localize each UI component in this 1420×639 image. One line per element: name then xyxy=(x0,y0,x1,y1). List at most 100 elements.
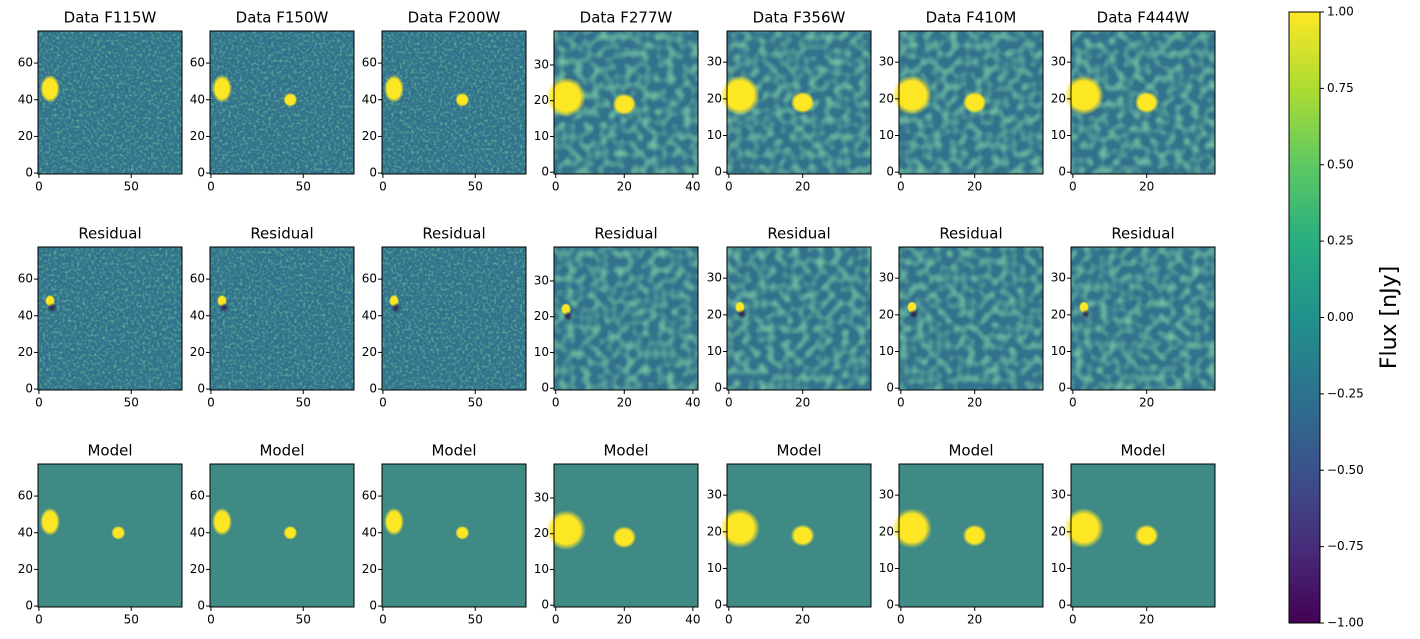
x-tick-label: 40 xyxy=(685,396,700,410)
y-tick-label: 20 xyxy=(1051,91,1066,105)
x-tick-label: 0 xyxy=(552,396,560,410)
panel: Data F200W 0 50 0 20 40 60 xyxy=(362,9,527,194)
source xyxy=(790,524,815,547)
x-tick-label: 0 xyxy=(897,613,905,627)
panel-title: Data F410M xyxy=(926,9,1017,27)
x-tick-label: 20 xyxy=(795,396,810,410)
x-tick-label: 50 xyxy=(296,613,311,627)
y-tick-label: 40 xyxy=(190,308,205,322)
y-tick-label: 0 xyxy=(1058,381,1066,395)
image-background xyxy=(382,464,526,607)
residual xyxy=(47,302,57,313)
y-tick-label: 40 xyxy=(190,525,205,539)
source xyxy=(212,74,232,103)
image-noise xyxy=(899,247,1043,390)
y-tick-label: 20 xyxy=(879,307,894,321)
x-tick-label: 0 xyxy=(207,180,215,194)
colorbar-tick-label: 0.75 xyxy=(1327,81,1354,95)
panel-title: Data F115W xyxy=(64,9,157,27)
y-tick-label: 40 xyxy=(18,308,33,322)
axes-frame xyxy=(37,463,183,608)
x-tick-label: 0 xyxy=(1069,613,1077,627)
residual xyxy=(219,302,229,313)
image-noise xyxy=(1071,247,1215,390)
source xyxy=(1063,75,1104,116)
x-tick-label: 0 xyxy=(207,396,215,410)
y-tick-label: 10 xyxy=(534,562,549,576)
y-tick-label: 10 xyxy=(879,128,894,142)
y-tick-label: 20 xyxy=(534,309,549,323)
image-background xyxy=(38,464,182,607)
x-tick-label: 0 xyxy=(35,613,43,627)
y-tick-label: 10 xyxy=(707,561,722,575)
y-tick-label: 10 xyxy=(707,344,722,358)
x-tick-label: 20 xyxy=(617,396,632,410)
x-tick-label: 50 xyxy=(468,396,483,410)
image-noise xyxy=(38,247,182,390)
y-tick-label: 10 xyxy=(534,345,549,359)
y-tick-label: 0 xyxy=(197,166,205,180)
y-tick-label: 0 xyxy=(1058,598,1066,612)
axes-frame xyxy=(898,30,1044,175)
image-noise xyxy=(382,31,526,174)
residual xyxy=(736,309,747,320)
y-tick-label: 0 xyxy=(369,599,377,613)
y-tick-label: 20 xyxy=(879,91,894,105)
source xyxy=(719,75,760,116)
panel: Data F410M 0 20 0 10 20 30 xyxy=(879,9,1044,194)
x-tick-label: 0 xyxy=(897,396,905,410)
source xyxy=(283,92,298,107)
y-tick-label: 40 xyxy=(362,525,377,539)
y-tick-label: 10 xyxy=(534,129,549,143)
panel: Model 0 20 40 0 10 20 30 xyxy=(534,442,701,627)
image-noise xyxy=(554,247,698,390)
colorbar-tick-label: −0.75 xyxy=(1327,539,1364,553)
source xyxy=(891,508,932,549)
source xyxy=(1134,524,1159,547)
panel-title: Residual xyxy=(767,225,830,243)
axes-frame xyxy=(381,463,527,608)
y-tick-label: 20 xyxy=(707,91,722,105)
x-tick-label: 20 xyxy=(617,613,632,627)
x-tick-label: 0 xyxy=(35,180,43,194)
panel: Data F444W 0 20 0 10 20 30 xyxy=(1051,9,1216,194)
y-tick-label: 60 xyxy=(18,489,33,503)
y-tick-label: 10 xyxy=(879,561,894,575)
source xyxy=(546,510,586,551)
x-tick-label: 0 xyxy=(379,180,387,194)
y-tick-label: 20 xyxy=(1051,307,1066,321)
axes-frame xyxy=(381,246,527,391)
panel-title: Model xyxy=(431,442,476,460)
y-tick-label: 60 xyxy=(18,56,33,70)
y-tick-label: 20 xyxy=(1051,524,1066,538)
y-tick-label: 0 xyxy=(886,381,894,395)
y-tick-label: 20 xyxy=(534,93,549,107)
panel: Model 0 20 0 10 20 30 xyxy=(707,442,872,627)
image-noise xyxy=(210,247,354,390)
image-noise xyxy=(727,247,871,390)
y-tick-label: 20 xyxy=(362,562,377,576)
source xyxy=(1063,508,1104,549)
y-tick-label: 30 xyxy=(707,488,722,502)
axes-frame xyxy=(898,463,1044,608)
y-tick-label: 60 xyxy=(18,272,33,286)
y-tick-label: 0 xyxy=(714,165,722,179)
axes-frame xyxy=(209,30,355,175)
y-tick-label: 20 xyxy=(18,345,33,359)
x-tick-label: 0 xyxy=(552,613,560,627)
source xyxy=(283,525,298,540)
axes-frame xyxy=(381,30,527,175)
panel: Data F277W 0 20 40 0 10 20 30 xyxy=(534,9,701,194)
x-tick-label: 0 xyxy=(1069,180,1077,194)
panel-title: Model xyxy=(1120,442,1165,460)
axes-frame xyxy=(553,246,699,391)
colorbar-label: Flux [nJy] xyxy=(1377,266,1402,369)
colorbar-tick-label: 0.50 xyxy=(1327,157,1354,171)
x-tick-label: 0 xyxy=(379,613,387,627)
source xyxy=(790,91,815,114)
image-noise xyxy=(210,31,354,174)
source xyxy=(612,526,637,549)
panel-title: Residual xyxy=(250,225,313,243)
y-tick-label: 20 xyxy=(190,129,205,143)
y-tick-label: 0 xyxy=(25,166,33,180)
